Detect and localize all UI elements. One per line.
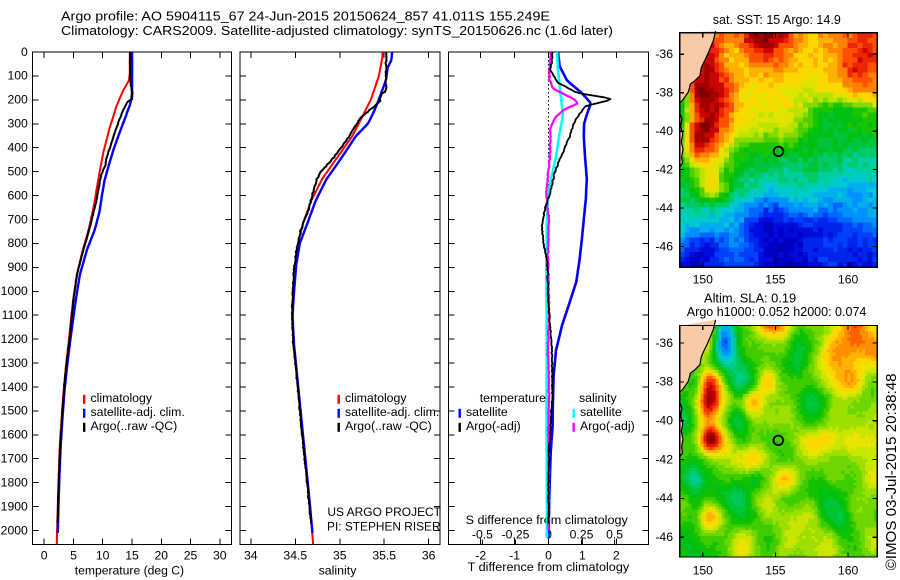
svg-text:34: 34 [244, 549, 258, 563]
svg-text:160: 160 [838, 563, 859, 577]
svg-text:satellite-adj. clim.: satellite-adj. clim. [345, 405, 439, 419]
svg-text:satellite: satellite [466, 405, 508, 419]
svg-text:155: 155 [765, 563, 786, 577]
svg-text:35: 35 [333, 549, 347, 563]
svg-text:1400: 1400 [1, 380, 28, 394]
svg-text:Altim. SLA: 0.19: Altim. SLA: 0.19 [704, 290, 796, 305]
svg-text:0.5: 0.5 [606, 528, 623, 542]
svg-text:34.5: 34.5 [283, 549, 307, 563]
svg-text:30: 30 [213, 549, 227, 563]
svg-text:150: 150 [693, 563, 714, 577]
svg-text:500: 500 [7, 164, 28, 178]
svg-text:-44: -44 [655, 201, 673, 215]
svg-text:-0.25: -0.25 [502, 528, 530, 542]
svg-text:-46: -46 [655, 239, 673, 253]
svg-text:-40: -40 [655, 413, 673, 427]
svg-text:1300: 1300 [1, 356, 28, 370]
svg-text:satellite-adj. clim.: satellite-adj. clim. [91, 405, 185, 419]
svg-text:temperature: temperature [480, 391, 546, 405]
svg-text:25: 25 [184, 549, 198, 563]
svg-text:10: 10 [96, 549, 110, 563]
svg-text:-1: -1 [509, 549, 520, 563]
svg-text:-42: -42 [655, 162, 673, 176]
svg-text:climatology: climatology [91, 391, 153, 405]
svg-text:0: 0 [41, 549, 48, 563]
svg-text:155: 155 [765, 273, 786, 287]
svg-text:2: 2 [613, 549, 620, 563]
svg-text:5: 5 [70, 549, 77, 563]
svg-text:PI: STEPHEN RISER: PI: STEPHEN RISER [327, 519, 441, 533]
svg-text:800: 800 [7, 236, 28, 250]
svg-text:36: 36 [422, 549, 436, 563]
svg-text:2000: 2000 [1, 523, 28, 537]
svg-text:climatology: climatology [345, 391, 407, 405]
svg-text:US ARGO PROJECT: US ARGO PROJECT [327, 505, 441, 519]
svg-text:400: 400 [7, 141, 28, 155]
svg-text:20: 20 [155, 549, 169, 563]
svg-text:200: 200 [7, 93, 28, 107]
svg-text:-36: -36 [655, 47, 673, 61]
svg-text:T difference from climatology: T difference from climatology [468, 560, 630, 574]
svg-text:Argo h1000: 0.052 h2000: 0.074: Argo h1000: 0.052 h2000: 0.074 [687, 304, 867, 319]
svg-text:300: 300 [7, 117, 28, 131]
svg-text:-46: -46 [655, 530, 673, 544]
svg-text:1000: 1000 [1, 284, 28, 298]
svg-text:100: 100 [7, 69, 28, 83]
svg-text:1600: 1600 [1, 428, 28, 442]
svg-text:1100: 1100 [2, 308, 28, 322]
svg-text:-44: -44 [655, 491, 673, 505]
svg-text:Argo(-adj): Argo(-adj) [580, 419, 635, 433]
svg-text:15: 15 [125, 549, 139, 563]
svg-text:1900: 1900 [1, 499, 28, 513]
svg-text:700: 700 [7, 212, 28, 226]
svg-text:-42: -42 [655, 452, 673, 466]
svg-text:salinity: salinity [319, 563, 358, 577]
svg-text:900: 900 [7, 260, 28, 274]
svg-text:Argo profile: AO 5904115_67 24: Argo profile: AO 5904115_67 24-Jun-2015 … [61, 10, 550, 24]
svg-text:-40: -40 [655, 124, 673, 138]
svg-text:©IMOS 03-Jul-2015 20:38:48: ©IMOS 03-Jul-2015 20:38:48 [884, 373, 900, 570]
svg-text:Argo(-adj): Argo(-adj) [466, 419, 521, 433]
svg-text:-38: -38 [655, 85, 673, 99]
svg-text:160: 160 [838, 273, 859, 287]
svg-text:0: 0 [545, 549, 552, 563]
svg-text:Climatology: CARS2009. Satelli: Climatology: CARS2009. Satellite-adjuste… [61, 24, 613, 38]
svg-text:1700: 1700 [1, 452, 28, 466]
svg-text:35.5: 35.5 [372, 549, 396, 563]
svg-text:temperature (deg C): temperature (deg C) [75, 563, 184, 577]
svg-text:1200: 1200 [1, 332, 28, 346]
svg-text:salinity: salinity [579, 391, 617, 405]
svg-text:sat. SST: 15 Argo: 14.9: sat. SST: 15 Argo: 14.9 [713, 12, 841, 27]
svg-text:-0.5: -0.5 [472, 528, 493, 542]
svg-text:1800: 1800 [1, 476, 28, 490]
svg-text:-2: -2 [475, 549, 486, 563]
svg-text:-36: -36 [655, 336, 673, 350]
svg-text:satellite: satellite [580, 405, 622, 419]
svg-text:Argo(..raw -QC): Argo(..raw -QC) [91, 419, 178, 433]
svg-text:Argo(..raw -QC): Argo(..raw -QC) [345, 419, 432, 433]
svg-text:150: 150 [693, 273, 714, 287]
svg-text:600: 600 [7, 188, 28, 202]
svg-text:0: 0 [21, 45, 28, 59]
svg-text:-38: -38 [655, 375, 673, 389]
svg-text:1: 1 [579, 549, 586, 563]
svg-text:1500: 1500 [1, 404, 28, 418]
svg-text:0.25: 0.25 [570, 528, 594, 542]
